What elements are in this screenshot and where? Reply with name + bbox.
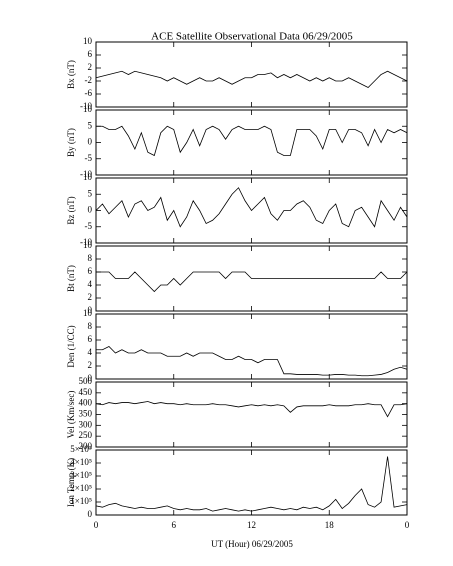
y-tick-label: -10 (80, 237, 92, 247)
panel-frame (95, 109, 408, 176)
y-tick-label: 10 (83, 308, 93, 318)
y-axis-label: By (nT) (66, 128, 76, 157)
y-tick-label: 6 (88, 49, 93, 59)
panel-frame (95, 381, 408, 448)
x-axis-label: UT (Hour) 06/29/2005 (211, 539, 293, 549)
x-tick-label: 0 (405, 520, 410, 530)
y-tick-label: 4 (88, 279, 93, 289)
y-tick-label: 0 (88, 305, 93, 315)
y-tick-label: 0 (88, 373, 93, 383)
y-tick-label: 3×10⁵ (70, 470, 92, 480)
chart-title: ACE Satellite Observational Data 06/29/2… (151, 31, 353, 43)
y-tick-label: 10 (83, 104, 93, 114)
y-tick-label: -6 (85, 88, 93, 98)
y-tick-label: 5 (88, 120, 93, 130)
y-tick-label: 10 (83, 240, 93, 250)
x-tick-label: 0 (94, 520, 99, 530)
y-tick-label: -5 (85, 221, 93, 231)
y-tick-label: 8 (88, 321, 93, 331)
y-axis-label: Bt (nT) (66, 265, 76, 292)
y-axis-label: Bx (nT) (66, 60, 76, 89)
y-tick-label: 2 (88, 292, 93, 302)
y-tick-label: 2 (88, 360, 93, 370)
y-axis-label: Vel (Km/sec) (66, 391, 76, 439)
y-tick-label: 0 (88, 137, 93, 147)
y-tick-label: -10 (80, 169, 92, 179)
data-line (96, 271, 408, 293)
y-tick-label: 10 (83, 172, 93, 182)
y-tick-label: 0 (88, 205, 93, 215)
y-tick-label: 350 (79, 409, 93, 419)
panel-frame (95, 313, 408, 380)
y-tick-label: -5 (85, 153, 93, 163)
y-axis-label: Ion Temp (K) (66, 458, 76, 507)
y-tick-label: 6 (88, 266, 93, 276)
y-tick-label: 2 (88, 62, 93, 72)
y-tick-label: 10 (83, 36, 93, 46)
y-tick-label: 250 (79, 430, 93, 440)
y-tick-label: 2×10⁵ (70, 483, 92, 493)
data-line (95, 456, 408, 512)
y-tick-label: 4×10⁵ (70, 457, 92, 467)
y-tick-label: 4 (88, 347, 93, 357)
y-tick-label: 200 (79, 441, 93, 451)
x-tick-label: 18 (325, 520, 335, 530)
data-line (96, 346, 408, 377)
y-tick-label: 400 (79, 398, 93, 408)
y-tick-label: -2 (85, 75, 93, 85)
data-line (95, 401, 408, 418)
data-line (95, 70, 408, 88)
y-tick-label: -10 (80, 101, 92, 111)
x-tick-label: 6 (172, 520, 177, 530)
panel-frame (95, 41, 408, 108)
panel-frame (95, 449, 408, 516)
y-tick-label: 1×10⁵ (70, 496, 92, 506)
x-tick-label: 12 (247, 520, 256, 530)
y-tick-label: 5×10⁵ (70, 444, 92, 454)
data-line (95, 187, 408, 228)
data-line (96, 125, 408, 157)
y-tick-label: 500 (79, 376, 93, 386)
y-tick-label: 300 (79, 419, 93, 429)
y-tick-label: 5 (88, 188, 93, 198)
y-tick-label: 0 (88, 509, 93, 519)
y-tick-label: 450 (79, 387, 93, 397)
y-tick-label: 6 (88, 334, 93, 344)
y-tick-label: 8 (88, 253, 93, 263)
y-axis-label: Bz (nT) (66, 196, 76, 224)
y-axis-label: Den (1/CC) (66, 325, 76, 367)
